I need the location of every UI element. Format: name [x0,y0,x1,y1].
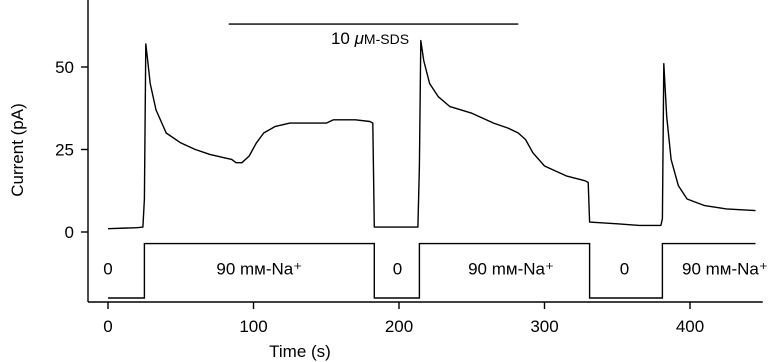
x-tick-label: 200 [385,317,413,336]
x-tick-label: 0 [103,317,112,336]
sds-label: 10 μM-SDS [331,29,409,48]
x-axis-title: Time (s) [269,342,331,361]
plot-layer: 02550750100200300400090 mм-Na⁺090 mм-Na⁺… [55,0,768,336]
protocol-label: 90 mм-Na⁺ [468,259,554,278]
y-tick-label: 25 [55,141,74,160]
protocol-trace [108,242,756,299]
y-tick-label: 0 [65,223,74,242]
x-tick-label: 300 [530,317,558,336]
x-tick-label: 100 [239,317,267,336]
protocol-label: 0 [620,259,629,278]
y-axis-title: Current (pA) [8,103,27,197]
protocol-label: 90 mм-Na⁺ [216,259,302,278]
y-tick-label: 50 [55,58,74,77]
protocol-label: 0 [103,259,112,278]
current-trace [107,39,756,230]
protocol-label: 0 [393,259,402,278]
x-tick-label: 400 [676,317,704,336]
protocol-label: 90 mм-Na⁺ [682,259,768,278]
